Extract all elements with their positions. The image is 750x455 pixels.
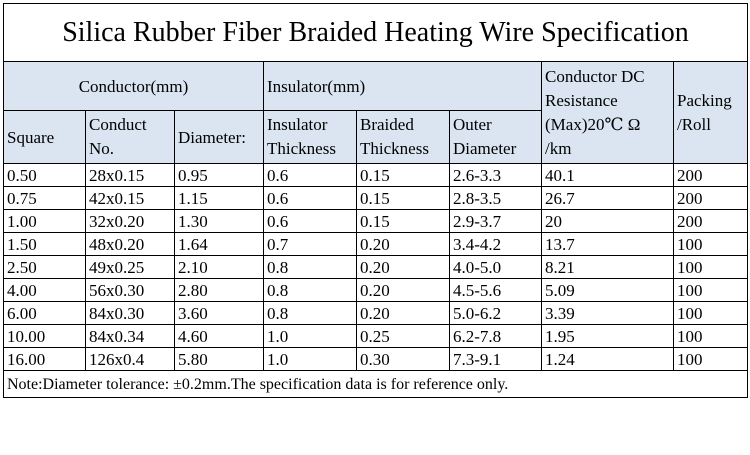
cell-conduct-no: 84x0.30 (85, 301, 175, 325)
cell-outer-diameter: 2.8-3.5 (449, 186, 542, 210)
cell-insulator-thickness: 0.7 (263, 232, 357, 256)
cell-braided-thickness: 0.30 (356, 347, 450, 371)
cell-square: 1.50 (3, 232, 86, 256)
cell-braided-thickness: 0.20 (356, 255, 450, 279)
table-row: 0.50 28x0.15 0.95 0.6 0.15 2.6-3.3 40.1 200 (3, 163, 748, 187)
table-row: 2.50 49x0.25 2.10 0.8 0.20 4.0-5.0 8.21 100 (3, 255, 748, 279)
cell-conduct-no: 56x0.30 (85, 278, 175, 302)
cell-dc-resistance: 5.09 (541, 278, 674, 302)
cell-packing: 100 (673, 278, 748, 302)
cell-braided-thickness: 0.25 (356, 324, 450, 348)
cell-conduct-no: 49x0.25 (85, 255, 175, 279)
cell-conduct-no: 48x0.20 (85, 232, 175, 256)
cell-packing: 200 (673, 209, 748, 233)
footnote: Note:Diameter tolerance: ±0.2mm.The spec… (3, 370, 748, 398)
cell-packing: 100 (673, 255, 748, 279)
header-dc-resistance: Conductor DC Resistance (Max)20℃ Ω /km (541, 61, 674, 164)
cell-dc-resistance: 40.1 (541, 163, 674, 187)
cell-braided-thickness: 0.15 (356, 186, 450, 210)
cell-braided-thickness: 0.20 (356, 278, 450, 302)
cell-insulator-thickness: 0.6 (263, 163, 357, 187)
table-title: Silica Rubber Fiber Braided Heating Wire… (3, 3, 748, 62)
cell-dc-resistance: 8.21 (541, 255, 674, 279)
table-row: 10.00 84x0.34 4.60 1.0 0.25 6.2-7.8 1.95 100 (3, 324, 748, 348)
cell-outer-diameter: 6.2-7.8 (449, 324, 542, 348)
cell-square: 1.00 (3, 209, 86, 233)
cell-braided-thickness: 0.15 (356, 163, 450, 187)
cell-outer-diameter: 2.9-3.7 (449, 209, 542, 233)
spec-table: Silica Rubber Fiber Braided Heating Wire… (3, 3, 748, 398)
cell-diameter: 3.60 (174, 301, 264, 325)
cell-packing: 100 (673, 232, 748, 256)
table-row: 4.00 56x0.30 2.80 0.8 0.20 4.5-5.6 5.09 100 (3, 278, 748, 302)
cell-packing: 100 (673, 301, 748, 325)
cell-insulator-thickness: 0.6 (263, 209, 357, 233)
cell-outer-diameter: 4.0-5.0 (449, 255, 542, 279)
cell-packing: 200 (673, 163, 748, 187)
cell-square: 0.50 (3, 163, 86, 187)
cell-diameter: 4.60 (174, 324, 264, 348)
cell-dc-resistance: 3.39 (541, 301, 674, 325)
cell-outer-diameter: 3.4-4.2 (449, 232, 542, 256)
cell-outer-diameter: 5.0-6.2 (449, 301, 542, 325)
cell-dc-resistance: 13.7 (541, 232, 674, 256)
cell-dc-resistance: 20 (541, 209, 674, 233)
cell-square: 16.00 (3, 347, 86, 371)
header-insulator-thickness: Insulator Thickness (263, 110, 357, 164)
cell-conduct-no: 32x0.20 (85, 209, 175, 233)
table-row: 16.00 126x0.4 5.80 1.0 0.30 7.3-9.1 1.24 100 (3, 347, 748, 371)
header-packing: Packing /Roll (673, 61, 748, 164)
cell-diameter: 5.80 (174, 347, 264, 371)
cell-dc-resistance: 1.95 (541, 324, 674, 348)
header-square: Square (3, 110, 86, 164)
cell-conduct-no: 126x0.4 (85, 347, 175, 371)
table-row: 6.00 84x0.30 3.60 0.8 0.20 5.0-6.2 3.39 100 (3, 301, 748, 325)
cell-insulator-thickness: 1.0 (263, 324, 357, 348)
cell-braided-thickness: 0.20 (356, 232, 450, 256)
header-conduct-no: Conduct No. (85, 110, 175, 164)
cell-conduct-no: 84x0.34 (85, 324, 175, 348)
cell-square: 10.00 (3, 324, 86, 348)
cell-dc-resistance: 1.24 (541, 347, 674, 371)
cell-square: 0.75 (3, 186, 86, 210)
cell-outer-diameter: 7.3-9.1 (449, 347, 542, 371)
table-row: 1.00 32x0.20 1.30 0.6 0.15 2.9-3.7 20 200 (3, 209, 748, 233)
cell-diameter: 0.95 (174, 163, 264, 187)
table-row: 0.75 42x0.15 1.15 0.6 0.15 2.8-3.5 26.7 200 (3, 186, 748, 210)
cell-square: 2.50 (3, 255, 86, 279)
cell-packing: 100 (673, 347, 748, 371)
cell-diameter: 1.15 (174, 186, 264, 210)
cell-diameter: 2.80 (174, 278, 264, 302)
cell-diameter: 2.10 (174, 255, 264, 279)
header-diameter: Diameter: (174, 110, 264, 164)
cell-insulator-thickness: 0.8 (263, 301, 357, 325)
cell-outer-diameter: 4.5-5.6 (449, 278, 542, 302)
cell-dc-resistance: 26.7 (541, 186, 674, 210)
cell-braided-thickness: 0.20 (356, 301, 450, 325)
cell-insulator-thickness: 0.8 (263, 255, 357, 279)
cell-diameter: 1.64 (174, 232, 264, 256)
cell-packing: 100 (673, 324, 748, 348)
cell-packing: 200 (673, 186, 748, 210)
cell-insulator-thickness: 0.8 (263, 278, 357, 302)
header-braided-thickness: Braided Thickness (356, 110, 450, 164)
cell-conduct-no: 42x0.15 (85, 186, 175, 210)
cell-braided-thickness: 0.15 (356, 209, 450, 233)
cell-conduct-no: 28x0.15 (85, 163, 175, 187)
cell-diameter: 1.30 (174, 209, 264, 233)
cell-square: 4.00 (3, 278, 86, 302)
cell-square: 6.00 (3, 301, 86, 325)
header-conductor-group: Conductor(mm) (3, 61, 264, 111)
cell-outer-diameter: 2.6-3.3 (449, 163, 542, 187)
cell-insulator-thickness: 0.6 (263, 186, 357, 210)
cell-insulator-thickness: 1.0 (263, 347, 357, 371)
header-insulator-group: Insulator(mm) (263, 61, 542, 111)
table-row: 1.50 48x0.20 1.64 0.7 0.20 3.4-4.2 13.7 100 (3, 232, 748, 256)
header-outer-diameter: Outer Diameter (449, 110, 542, 164)
